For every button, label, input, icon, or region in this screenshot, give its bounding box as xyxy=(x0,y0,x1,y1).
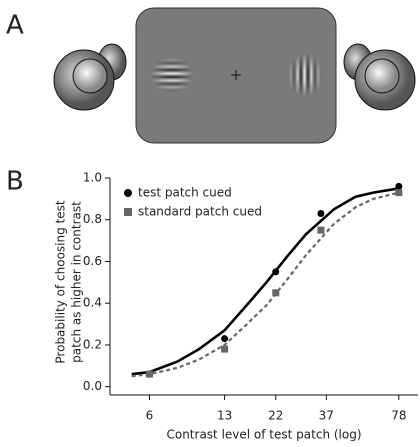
marker xyxy=(395,189,403,197)
y-tick-label: 0.2 xyxy=(83,337,102,351)
y-axis-label: Probability of choosing test xyxy=(54,200,68,363)
y-tick-label: 0.8 xyxy=(83,212,102,226)
legend-label: standard patch cued xyxy=(138,205,262,219)
eye-left xyxy=(53,43,127,111)
fixation xyxy=(231,70,241,80)
y-tick-label: 0.4 xyxy=(83,296,102,310)
x-tick-label: 6 xyxy=(146,409,154,423)
marker xyxy=(317,226,325,234)
x-tick-label: 78 xyxy=(391,409,406,423)
fit-curve xyxy=(131,191,400,378)
y-tick-label: 1.0 xyxy=(83,171,102,185)
y-axis-label: patch as higher in contrast xyxy=(70,201,84,363)
marker xyxy=(221,345,229,353)
x-tick-label: 37 xyxy=(319,409,334,423)
marker xyxy=(272,268,280,276)
gabor-vertical xyxy=(282,45,328,105)
y-tick-label: 0.6 xyxy=(83,254,102,268)
legend-label: test patch cued xyxy=(138,186,232,200)
x-tick-label: 22 xyxy=(268,409,283,423)
y-tick-label: 0.0 xyxy=(83,379,102,393)
legend-marker xyxy=(124,189,132,197)
panel-label: A xyxy=(6,11,24,41)
gabor-horizontal xyxy=(140,50,204,100)
panel-label: B xyxy=(6,167,24,197)
x-axis-label: Contrast level of test patch (log) xyxy=(166,428,361,442)
marker xyxy=(221,335,229,343)
eye-right xyxy=(343,43,416,111)
x-tick-label: 13 xyxy=(217,409,232,423)
marker xyxy=(395,182,403,190)
marker xyxy=(317,209,325,217)
legend-marker xyxy=(124,208,132,216)
marker xyxy=(145,370,153,378)
marker xyxy=(272,289,280,297)
fit-curve xyxy=(131,187,400,376)
